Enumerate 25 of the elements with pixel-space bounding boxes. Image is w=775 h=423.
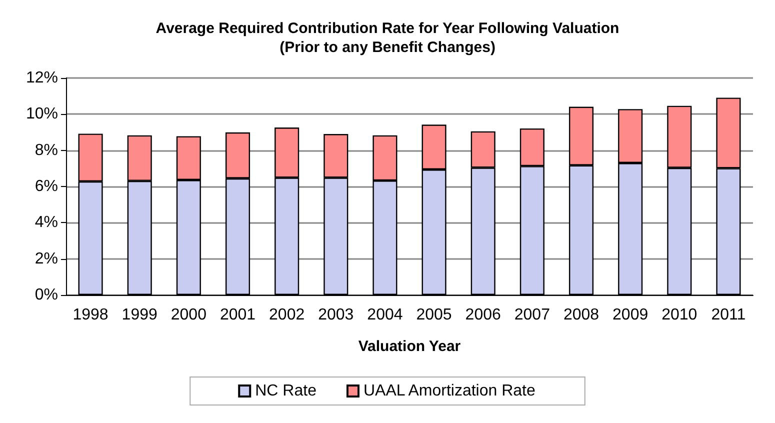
x-tick-label: 2009 [612, 306, 648, 324]
x-tick-label: 2001 [220, 306, 256, 324]
x-tick-label: 1998 [72, 306, 108, 324]
x-tick-label: 2008 [563, 306, 600, 324]
x-tick-label: 2003 [318, 306, 354, 324]
x-tick-label: 1999 [122, 306, 158, 324]
legend-label: NC Rate [255, 382, 317, 400]
y-tick-label: 8% [34, 142, 58, 159]
x-tick-label: 2010 [662, 306, 698, 324]
x-tick-label: 2000 [170, 306, 207, 324]
x-tick-label: 2004 [367, 306, 403, 324]
y-tick-label: 2% [34, 250, 58, 268]
y-tick-label: 0% [34, 286, 58, 304]
chart-title: Average Required Contribution Rate for Year Following Valuation (Prior to any Benefit Changes) [156, 20, 620, 56]
x-tick-label: 2005 [416, 306, 452, 324]
x-tick-label: 2002 [269, 306, 305, 324]
legend-label: UAAL Amortization Rate [363, 382, 536, 400]
x-tick-label: 2007 [514, 306, 550, 324]
y-tick-label: 4% [34, 214, 58, 232]
x-tick-label: 2011 [711, 306, 746, 324]
x-tick-label: 2006 [465, 306, 502, 324]
y-tick-label: 6% [34, 178, 58, 195]
y-tick-label: 12% [26, 70, 58, 86]
y-tick-label: 10% [26, 106, 58, 123]
x-axis-title: Valuation Year [358, 338, 461, 355]
